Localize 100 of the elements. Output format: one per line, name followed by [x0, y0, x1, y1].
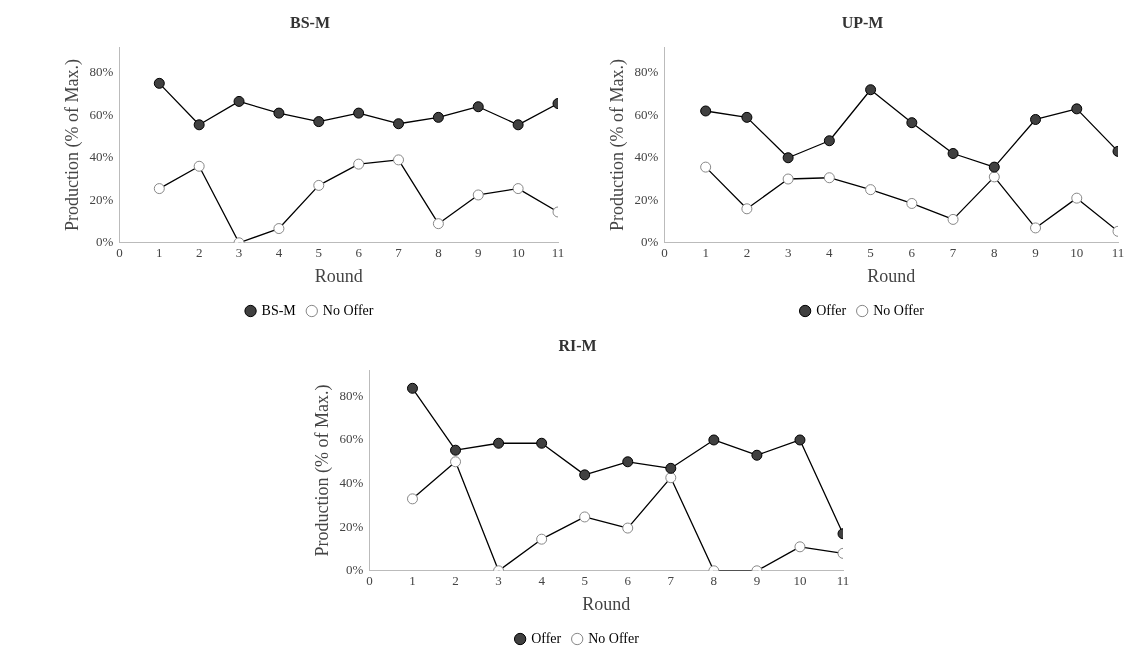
x-tick-label: 2 — [743, 245, 751, 261]
point — [233, 95, 245, 107]
point — [472, 101, 484, 113]
x-tick-label: 3 — [495, 573, 502, 589]
x-tick-label: 0 — [661, 245, 668, 261]
point — [947, 213, 959, 225]
x-tick-label: 1 — [156, 245, 163, 261]
y-tick-label: 80% — [634, 64, 659, 80]
point — [782, 152, 794, 164]
y-tick-label: 20% — [89, 191, 114, 207]
x-tick-label: 8 — [435, 245, 442, 261]
x-tick-label: 7 — [395, 245, 403, 261]
x-tick-label: 9 — [1032, 245, 1039, 261]
point — [193, 119, 205, 131]
chart-title: RI-M — [558, 336, 597, 354]
legend-label: No Offer — [588, 630, 640, 646]
point — [1030, 113, 1042, 125]
x-tick-label: 0 — [116, 245, 123, 261]
y-tick-label: 40% — [634, 149, 659, 165]
point — [153, 183, 165, 195]
x-tick-label: 8 — [710, 573, 718, 589]
point — [450, 444, 462, 456]
x-tick-label: 5 — [867, 245, 874, 261]
point — [313, 116, 325, 128]
point — [432, 111, 444, 123]
point — [536, 437, 548, 449]
point — [450, 456, 462, 468]
x-tick-label: 5 — [581, 573, 588, 589]
point — [536, 533, 548, 545]
legend-label: BS-M — [261, 302, 297, 318]
point — [751, 449, 763, 461]
point — [782, 173, 794, 185]
x-tick-label: 6 — [355, 245, 363, 261]
y-tick-label: 20% — [634, 191, 659, 207]
y-tick-label: 60% — [634, 106, 659, 122]
x-axis-title: Round — [582, 593, 631, 614]
x-tick-label: 2 — [452, 573, 459, 589]
point — [313, 179, 325, 191]
x-tick-label: 9 — [753, 573, 761, 589]
y-tick-label: 0% — [96, 234, 114, 250]
y-tick-label: 60% — [89, 106, 114, 122]
point — [988, 171, 1000, 183]
x-tick-label: 1 — [409, 573, 416, 589]
point — [393, 154, 405, 166]
x-tick-label: 3 — [784, 245, 792, 261]
point — [353, 107, 365, 119]
point — [622, 522, 634, 534]
y-tick-label: 40% — [89, 149, 114, 165]
point — [622, 456, 634, 468]
x-tick-label: 10 — [511, 245, 525, 261]
x-tick-label: 4 — [538, 573, 546, 589]
point — [273, 223, 285, 235]
x-tick-label: 11 — [836, 573, 850, 589]
x-tick-label: 10 — [1070, 245, 1084, 261]
x-tick-label: 0 — [366, 573, 373, 589]
point — [665, 472, 677, 484]
point — [579, 511, 591, 523]
legend-label: Offer — [816, 302, 847, 318]
point — [906, 117, 918, 129]
x-tick-label: 3 — [235, 245, 243, 261]
x-tick-label: 4 — [275, 245, 283, 261]
x-tick-label: 11 — [551, 245, 565, 261]
point — [906, 197, 918, 209]
legend-label: No Offer — [873, 302, 925, 318]
point — [432, 218, 444, 230]
x-tick-label: 11 — [1111, 245, 1125, 261]
point — [406, 493, 418, 505]
point — [794, 434, 806, 446]
point — [794, 541, 806, 553]
y-tick-label: 40% — [339, 475, 364, 490]
y-tick-label: 0% — [346, 562, 364, 578]
y-axis-title: Production (% of Max.) — [61, 59, 83, 231]
x-tick-label: 1 — [702, 245, 709, 261]
point — [193, 160, 205, 172]
x-tick-label: 6 — [908, 245, 916, 261]
x-tick-label: 5 — [315, 245, 323, 261]
x-tick-label: 7 — [949, 245, 957, 261]
y-tick-label: 80% — [89, 64, 114, 80]
point — [947, 148, 959, 159]
y-tick-label: 20% — [339, 518, 364, 534]
x-tick-label: 9 — [475, 245, 482, 261]
x-axis-title: Round — [314, 265, 363, 286]
point — [865, 84, 877, 96]
y-tick-label: 80% — [339, 387, 364, 403]
y-axis-title: Production (% of Max.) — [311, 384, 333, 557]
legend-label: Offer — [531, 630, 562, 646]
legend-label: No Offer — [322, 302, 374, 318]
point — [493, 437, 505, 449]
point — [1030, 222, 1042, 234]
point — [700, 105, 712, 117]
x-tick-label: 2 — [195, 245, 203, 261]
point — [741, 203, 753, 215]
x-tick-label: 4 — [826, 245, 834, 261]
point — [512, 183, 524, 195]
point — [665, 462, 677, 474]
y-tick-label: 60% — [339, 431, 364, 447]
point — [579, 469, 591, 481]
point — [741, 111, 753, 123]
x-tick-label: 7 — [667, 573, 675, 589]
y-axis-title: Production (% of Max.) — [606, 59, 628, 231]
